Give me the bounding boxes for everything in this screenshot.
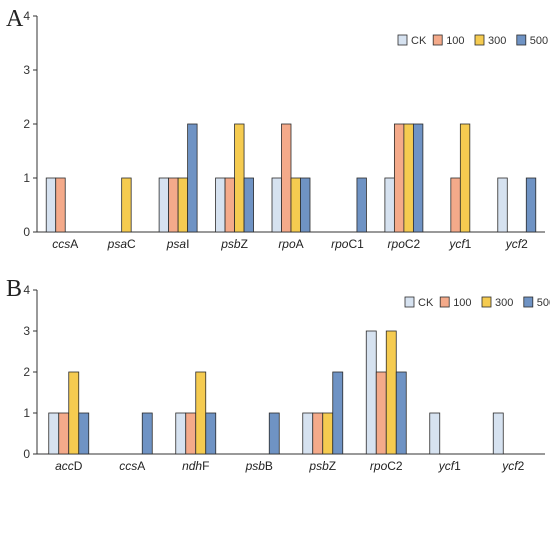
bar bbox=[322, 412, 334, 455]
bar bbox=[403, 123, 414, 233]
legend-label: CK bbox=[418, 297, 434, 309]
bar-chart-b: 0 1 2 3 4 accD ccsA ndhF psbB psbZ rpoC2 ycf1 ycf2 CK… bbox=[23, 283, 550, 473]
bar bbox=[356, 177, 367, 233]
bar bbox=[384, 177, 395, 233]
bar bbox=[312, 412, 324, 455]
y-tick-label: 4 bbox=[23, 9, 30, 23]
x-tick-label: rpoC1 bbox=[331, 237, 364, 251]
bar bbox=[450, 177, 461, 233]
chart-panel-a: A 0 1 2 3 4 ccsA psaC psaI psbZ rpoA rpoC1 rpoC2 ycf… bbox=[0, 0, 550, 262]
x-tick-label: psbB bbox=[245, 459, 273, 473]
bar bbox=[300, 177, 311, 233]
bar bbox=[168, 177, 179, 233]
legend-swatch bbox=[481, 296, 492, 308]
bar bbox=[365, 330, 377, 455]
legend-swatch bbox=[397, 34, 408, 46]
bar bbox=[459, 123, 471, 233]
bar bbox=[375, 371, 387, 455]
bar bbox=[195, 371, 207, 455]
x-tick-label: ycf2 bbox=[505, 237, 528, 251]
bar bbox=[158, 177, 170, 233]
legend-label: 300 bbox=[495, 297, 513, 309]
legend-swatch bbox=[516, 34, 527, 46]
bar bbox=[45, 177, 57, 233]
bar bbox=[121, 177, 132, 233]
y-tick-label: 2 bbox=[23, 365, 30, 379]
panel-label: A bbox=[6, 6, 24, 32]
legend-label: 300 bbox=[488, 35, 506, 47]
bar bbox=[393, 123, 405, 233]
bar bbox=[68, 371, 80, 455]
y-tick-label: 1 bbox=[23, 406, 30, 420]
legend-label: 100 bbox=[446, 35, 464, 47]
x-tick-label: ndhF bbox=[182, 459, 209, 473]
x-tick-label: psbZ bbox=[308, 459, 336, 473]
x-tick-label: ycf2 bbox=[501, 459, 524, 473]
legend-swatch bbox=[523, 296, 534, 308]
bar bbox=[175, 412, 187, 455]
bar bbox=[271, 177, 282, 233]
y-tick-label: 0 bbox=[23, 225, 30, 239]
bar bbox=[55, 177, 66, 233]
y-tick-label: 3 bbox=[23, 324, 30, 338]
bar bbox=[385, 330, 397, 455]
bar bbox=[205, 412, 217, 455]
bar bbox=[395, 371, 407, 455]
bar bbox=[412, 123, 424, 233]
legend-swatch bbox=[474, 34, 485, 46]
bar-chart-a: 0 1 2 3 4 ccsA psaC psaI psbZ rpoA rpoC1 rpoC2 ycf1 y… bbox=[23, 9, 548, 251]
bar bbox=[497, 177, 508, 233]
x-tick-label: psbZ bbox=[220, 237, 248, 251]
bar bbox=[332, 371, 344, 455]
bar bbox=[525, 177, 537, 233]
bar bbox=[492, 412, 504, 455]
legend-label: 500 bbox=[537, 297, 550, 309]
bar bbox=[281, 123, 292, 233]
legend: CK 100 300 500 bbox=[404, 296, 550, 309]
legend-swatch bbox=[432, 34, 443, 46]
x-tick-label: ccsA bbox=[52, 237, 78, 251]
bar bbox=[302, 412, 314, 455]
bar bbox=[268, 412, 280, 455]
x-tick-label: rpoA bbox=[278, 237, 303, 251]
bar bbox=[177, 177, 189, 233]
x-tick-label: accD bbox=[55, 459, 83, 473]
legend-label: 500 bbox=[530, 35, 548, 47]
bar bbox=[429, 412, 441, 455]
bar bbox=[78, 412, 90, 455]
y-tick-label: 3 bbox=[23, 63, 30, 77]
legend-swatch bbox=[404, 296, 415, 308]
x-tick-label: psaI bbox=[166, 237, 190, 251]
y-tick-label: 1 bbox=[23, 171, 30, 185]
chart-panel-b: B 0 1 2 3 4 accD ccsA ndhF psbB psbZ rpoC2 ycf1 ycf2… bbox=[0, 264, 550, 528]
bar bbox=[224, 177, 235, 233]
y-tick-label: 4 bbox=[23, 283, 30, 297]
bar bbox=[48, 412, 60, 455]
bar bbox=[185, 412, 197, 455]
x-tick-label: psaC bbox=[107, 237, 136, 251]
y-tick-label: 2 bbox=[23, 117, 30, 131]
x-tick-label: ycf1 bbox=[438, 459, 461, 473]
legend: CK 100 300 500 bbox=[397, 34, 548, 47]
x-tick-label: rpoC2 bbox=[370, 459, 403, 473]
bar bbox=[215, 177, 226, 233]
bar bbox=[234, 123, 245, 233]
bar bbox=[58, 412, 70, 455]
legend-label: 100 bbox=[453, 297, 471, 309]
legend-label: CK bbox=[411, 35, 427, 47]
x-tick-label: rpoC2 bbox=[388, 237, 421, 251]
x-tick-label: ycf1 bbox=[448, 237, 471, 251]
legend-swatch bbox=[439, 296, 450, 308]
bar bbox=[141, 412, 153, 455]
y-tick-label: 0 bbox=[23, 447, 30, 461]
x-tick-label: ccsA bbox=[119, 459, 145, 473]
bar bbox=[187, 123, 198, 233]
bar bbox=[243, 177, 254, 233]
panel-label: B bbox=[6, 276, 23, 302]
bar bbox=[290, 177, 301, 233]
